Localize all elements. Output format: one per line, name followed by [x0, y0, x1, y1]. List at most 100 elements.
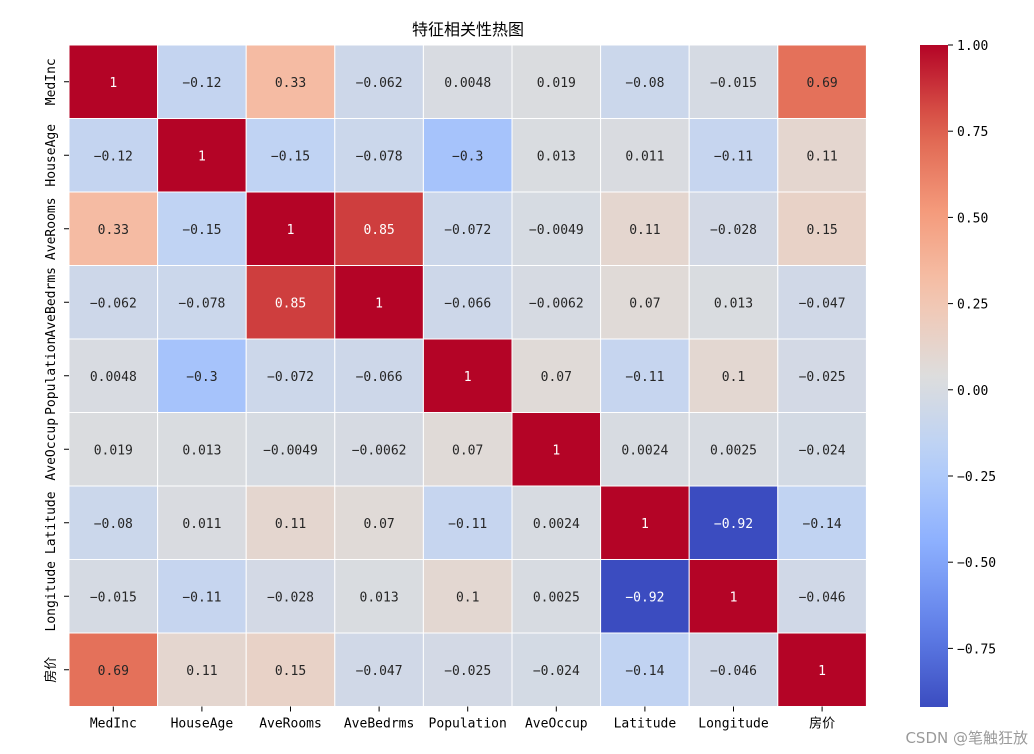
cell-value-label: −0.08: [625, 76, 664, 91]
colorbar-tick-label: 1.00: [957, 39, 988, 54]
cell-value-label: 1: [109, 76, 117, 91]
cell-value-label: −0.11: [448, 517, 487, 532]
cell-value-label: −0.025: [444, 664, 491, 679]
cell-value-label: 0.011: [625, 149, 664, 164]
cell-value-label: −0.12: [182, 76, 221, 91]
heatmap-cell: [68, 338, 159, 413]
cell-value-label: −0.028: [710, 223, 757, 238]
colorbar-tick-label: −0.25: [957, 470, 996, 485]
colorbar-tick-label: −0.75: [957, 642, 996, 657]
heatmap-cell: [511, 559, 602, 634]
heatmap-cell: [688, 118, 779, 193]
heatmap-cell: [157, 44, 247, 119]
cell-value-label: −0.15: [271, 149, 310, 164]
y-tick-label: HouseAge: [44, 124, 59, 187]
heatmap-cell: [422, 485, 513, 560]
cell-value-label: −0.08: [94, 517, 133, 532]
colorbar-tick-label: −0.50: [957, 556, 996, 571]
cell-value-label: −0.078: [356, 149, 403, 164]
heatmap-cell: [334, 191, 424, 266]
heatmap-cell: [600, 559, 690, 634]
heatmap-cell: [68, 118, 159, 193]
heatmap-cell: [777, 191, 867, 266]
cell-value-label: −0.12: [94, 149, 133, 164]
cell-value-label: 0.0048: [444, 76, 491, 91]
colorbar-tick-label: 0.00: [957, 384, 988, 399]
heatmap-cell: [600, 191, 690, 266]
y-tick-label: AveOccup: [44, 418, 59, 481]
cell-value-label: 1: [641, 517, 649, 532]
cell-value-label: 1: [464, 370, 472, 385]
x-tick-label: AveOccup: [525, 717, 588, 732]
cell-value-label: 0.0048: [90, 370, 137, 385]
cell-value-label: −0.072: [444, 223, 491, 238]
heatmap-cell: [688, 412, 779, 487]
cell-value-label: 1: [375, 296, 383, 311]
cell-value-label: 1: [818, 664, 826, 679]
cell-value-label: −0.024: [799, 443, 846, 458]
cell-value-label: 0.15: [275, 664, 306, 679]
heatmap-cell: [68, 412, 159, 487]
cell-value-label: −0.92: [625, 590, 664, 605]
cell-value-label: 0.15: [806, 223, 837, 238]
heatmap-cell: [245, 559, 336, 634]
colorbar-tick-label: 0.50: [957, 211, 988, 226]
cell-value-label: 0.013: [714, 296, 753, 311]
cell-value-label: −0.046: [799, 590, 846, 605]
heatmap-cell: [68, 265, 159, 340]
heatmap-cell: [777, 412, 867, 487]
colorbar-tick-label: 0.25: [957, 298, 988, 313]
cell-value-label: −0.015: [710, 76, 757, 91]
heatmap-cell: [157, 412, 247, 487]
cell-value-label: 1: [198, 149, 206, 164]
heatmap-cell: [68, 191, 159, 266]
heatmap-cell: [600, 338, 690, 413]
cell-value-label: −0.14: [803, 517, 842, 532]
cell-value-label: 0.69: [98, 664, 129, 679]
cell-value-label: 1: [552, 443, 560, 458]
heatmap-cell: [777, 118, 867, 193]
x-tick-label: AveBedrms: [344, 717, 414, 732]
cell-value-label: −0.11: [714, 149, 753, 164]
cell-value-label: 0.07: [629, 296, 660, 311]
x-tick-label: Longitude: [698, 717, 769, 732]
cell-value-label: −0.028: [267, 590, 314, 605]
heatmap-cell: [422, 412, 513, 487]
heatmap-cell: [68, 485, 159, 560]
cell-value-label: 0.07: [452, 443, 483, 458]
colorbar: −0.75 −0.50 −0.25 0.00 0.25 0.50 0.75 1.00: [920, 39, 996, 707]
cell-value-label: 0.011: [182, 517, 221, 532]
heatmap-cell: [334, 338, 424, 413]
heatmap-cell: [245, 412, 336, 487]
cell-value-label: −0.14: [625, 664, 664, 679]
heatmap-cell: [157, 191, 247, 266]
heatmap-cell: [777, 632, 867, 707]
cell-value-label: 0.1: [456, 590, 479, 605]
heatmap-cell: [777, 559, 867, 634]
heatmap-cell: [334, 118, 424, 193]
cell-value-label: −0.062: [356, 76, 403, 91]
cell-value-label: −0.047: [799, 296, 846, 311]
heatmap-cell: [422, 118, 513, 193]
cell-value-label: 0.07: [541, 370, 572, 385]
cell-value-label: −0.15: [182, 223, 221, 238]
heatmap-cell: [245, 44, 336, 119]
heatmap-cell: [511, 412, 602, 487]
x-tick-label: AveRooms: [259, 717, 322, 732]
cell-value-label: 0.33: [275, 76, 306, 91]
cell-value-label: 0.85: [275, 296, 306, 311]
heatmap-cell: [600, 632, 690, 707]
cell-value-label: 0.1: [722, 370, 745, 385]
cell-value-label: 0.019: [537, 76, 576, 91]
cell-value-label: 0.85: [363, 223, 394, 238]
cell-value-label: −0.078: [178, 296, 225, 311]
colorbar-tick-label: 0.75: [957, 125, 988, 140]
heatmap-cell: [245, 191, 336, 266]
heatmap-cell: [777, 338, 867, 413]
heatmap-cell: [245, 632, 336, 707]
heatmap-cell: [511, 44, 602, 119]
heatmap-cell: [777, 265, 867, 340]
cell-value-label: −0.92: [714, 517, 753, 532]
cell-value-label: −0.047: [356, 664, 403, 679]
